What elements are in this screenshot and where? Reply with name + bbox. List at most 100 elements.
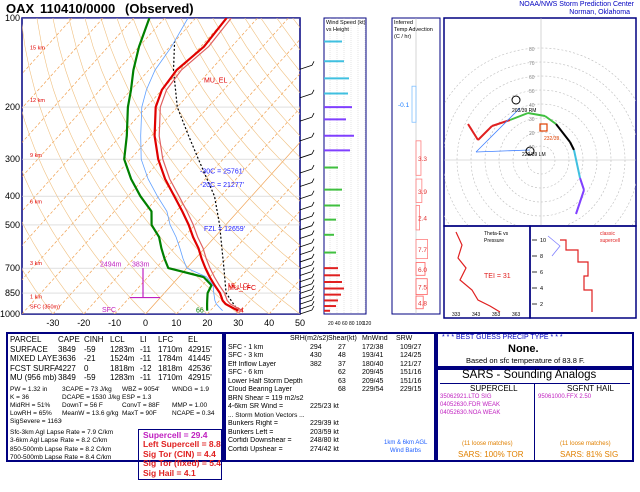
table-cell: 430: [310, 352, 322, 359]
composite-box: Supercell = 29.4 Left Supercell = 8.8 Sig …: [138, 428, 222, 481]
table-cell: 1710m: [158, 344, 183, 354]
lapse-rate-value: 8.4 C/km: [85, 454, 112, 462]
dry-adiabat: [84, 18, 300, 314]
temp-tick-label: -10: [108, 318, 121, 328]
composite-index: Sig Hail = 4.1: [143, 467, 196, 478]
temp-tick-label: 20: [202, 318, 212, 328]
table-cell: Bunkers Left =: [228, 428, 274, 436]
index-cell: [122, 418, 172, 426]
wind-barb-flag: [311, 305, 315, 311]
table-cell: 193/41: [362, 352, 384, 359]
table-cell: 229/54: [362, 386, 384, 393]
lapse-rate-label: Sfc-3km Agl Lapse Rate =: [10, 428, 88, 436]
table-cell: LCL: [110, 335, 125, 344]
table-cell: 121/27: [400, 360, 422, 368]
lapse-composite-wrap: Sfc-3km Agl Lapse Rate = 7.9 C/km 3-6km A…: [10, 428, 222, 481]
dewpoint-line: [123, 18, 213, 311]
thetae-line: [455, 231, 501, 313]
wind-barb-flag: [311, 253, 315, 259]
table-cell: FCST SURFACE: [10, 363, 58, 373]
table-cell: LFC: [158, 335, 174, 344]
table-cell: MIXED LAYER: [10, 354, 58, 364]
index-cell: ConvT = 88F: [122, 401, 160, 409]
table-cell: PARCEL: [10, 335, 42, 344]
wind-tick-label: 60: [342, 321, 348, 327]
wind-barb-flag: [311, 273, 315, 278]
table-cell: 1818m: [158, 363, 183, 373]
wind-barb-flag: [311, 300, 315, 306]
table-cell: 68: [338, 386, 346, 393]
agency-line-1: NOAA/NWS Storm Prediction Center: [519, 1, 634, 8]
minus20c-label: -20C = 21277': [200, 182, 244, 189]
index-cell: 3CAPE = 73 J/kg: [62, 385, 112, 393]
index-row: MidRH = 51% DownT = 56 F ConvT = 88F MMP = …: [10, 402, 222, 410]
sounding-time: 110410/0000: [40, 1, 116, 16]
thetae-title-1: Theta-E vs: [484, 231, 509, 237]
wind-panel-frame: [323, 17, 367, 315]
height-label: SFC (350m): [30, 305, 60, 311]
wind-barb: [299, 205, 313, 211]
dry-adiabat: [36, 18, 208, 314]
table-cell: 1524m: [110, 354, 135, 364]
height-label: 12 km: [30, 98, 45, 104]
table-cell: 1283m: [110, 373, 135, 383]
table-cell: Lower Half Storm Depth: [228, 377, 303, 385]
wind-barb: [299, 225, 313, 231]
tadv-value: -0.1: [398, 102, 410, 109]
wind-barb-flag: [311, 164, 315, 170]
pressure-tick-label: 400: [5, 191, 20, 201]
table-cell: Bunkers Right =: [228, 420, 278, 427]
dry-adiabat: [22, 268, 54, 314]
isotherm-line: [22, 18, 196, 212]
table-cell: SRW: [396, 335, 413, 342]
hodograph-frame: [443, 17, 637, 227]
wind-tick-label: 40: [335, 321, 341, 327]
lapse-rate-value: 7.9 C/km: [87, 428, 114, 436]
isotherm-line: [114, 107, 300, 314]
table-cell: 1283m: [110, 344, 135, 354]
storm-vector-row: Corfidi Upshear = 274/42 kt: [228, 446, 434, 455]
table-cell: CAPE: [58, 335, 80, 344]
parcel-row: FCST SURFACE4227 0 1818m -12 1818m 42536': [10, 364, 222, 374]
table-cell: 4227: [58, 363, 76, 373]
kinematic-row: SFC - 1 km 294 27 172/38 109/27: [228, 344, 434, 353]
hodograph-trace: [544, 115, 557, 125]
table-cell: SRH(m2/s2): [290, 335, 328, 342]
thetae-tick: 353: [492, 312, 501, 318]
hodo-ring-label: 10: [529, 145, 535, 151]
precip-title: * * * BEST GUESS PRECIP TYPE * * *: [442, 334, 563, 341]
temp-tick-label: 30: [233, 318, 243, 328]
wind-barb-caption: 1km & 6km AGL: [384, 440, 428, 446]
wind-barb-flag: [311, 89, 315, 94]
mu-el-label: MU_EL: [204, 77, 227, 84]
tadv-title-3: (C / hr): [394, 34, 411, 40]
table-cell: [228, 335, 290, 344]
sars-col2-list: 95061000.FFX 2.50: [538, 393, 591, 401]
tadv-bar: [415, 205, 420, 231]
sars-col1-title: SUPERCELL: [470, 384, 518, 393]
table-cell: 27: [338, 343, 346, 351]
isotherm-line: [22, 18, 289, 314]
temperature-line: [153, 18, 239, 312]
table-cell: Cloud Bearing Layer: [228, 386, 292, 393]
index-cell: [172, 418, 222, 426]
index-cell: MidRH = 51%: [10, 401, 51, 409]
wind-barb: [299, 242, 313, 248]
table-cell: 229/39 kt: [310, 420, 339, 427]
index-cell: MMP = 1.00: [172, 401, 208, 409]
wind-barb: [299, 250, 313, 255]
sars-analog-row: 35062921.LTO SIG: [440, 393, 500, 401]
precip-value: None.: [508, 343, 539, 355]
lapse-rate-row: Sfc-3km Agl Lapse Rate = 7.9 C/km: [10, 429, 138, 438]
slinky-line: [560, 239, 593, 312]
table-cell: 382: [310, 360, 322, 368]
storm-vector-row: Bunkers Right = 229/39 kt: [228, 420, 434, 429]
table-cell: 209/45: [362, 377, 384, 385]
storm-vector-row: Corfidi Downshear = 248/80 kt: [228, 437, 434, 446]
table-cell: CINH: [84, 335, 104, 344]
table-cell: 248/80 kt: [310, 437, 339, 444]
tadv-bar: [415, 278, 428, 296]
wind-barb: [299, 257, 313, 263]
index-cell: PW = 1.32 in: [10, 385, 48, 393]
